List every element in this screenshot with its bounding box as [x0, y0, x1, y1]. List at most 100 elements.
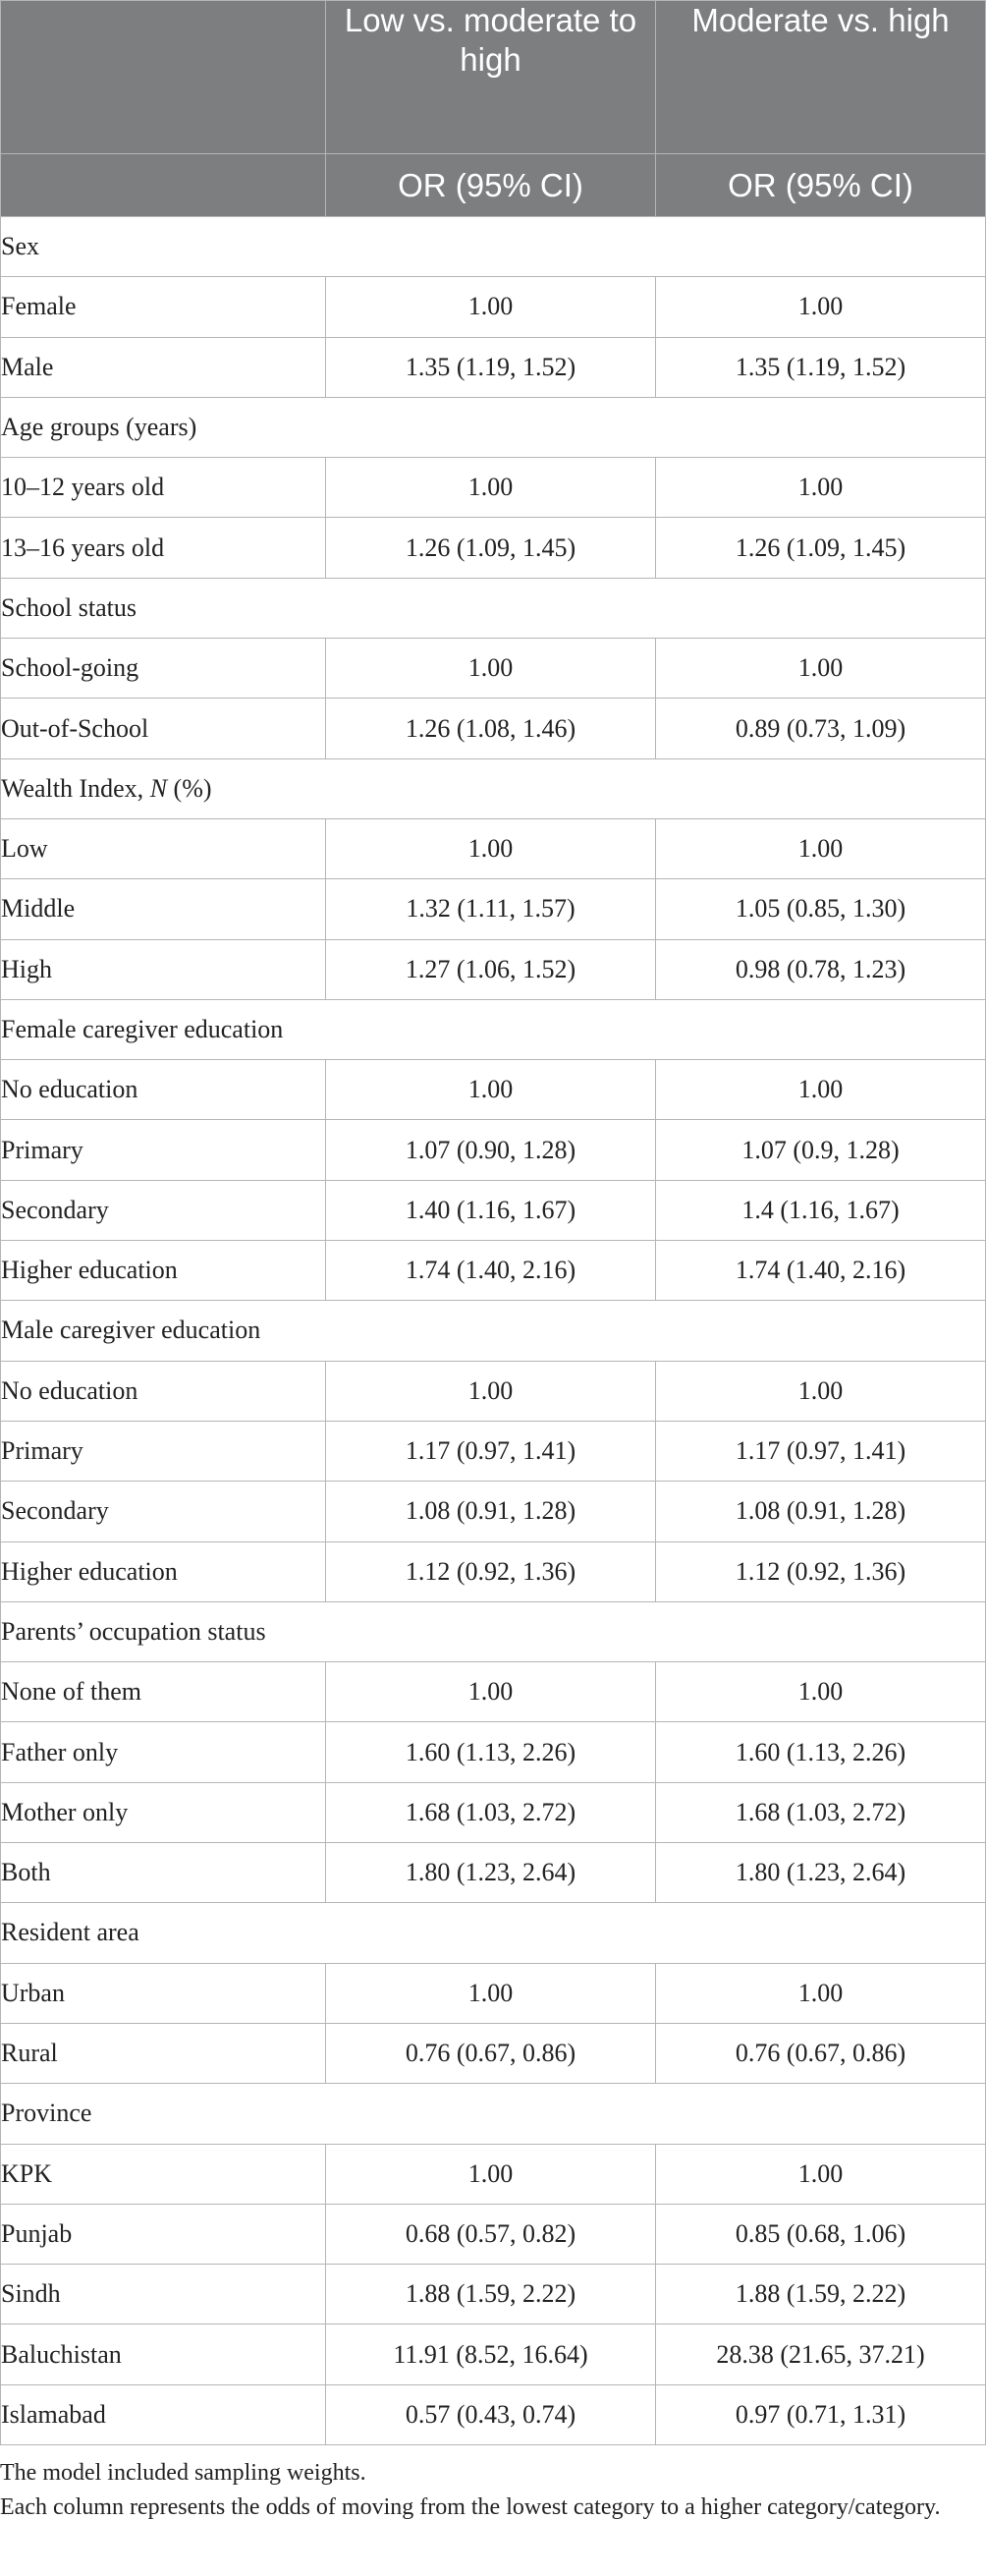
group-row: Province	[0, 2083, 986, 2145]
or-value-low-vs-moderate-to-high: 0.57 (0.43, 0.74)	[325, 2383, 656, 2445]
header-low-vs-moderate-to-high: Low vs. moderate to high	[325, 0, 656, 154]
or-value-moderate-vs-high: 1.17 (0.97, 1.41)	[655, 1420, 986, 1483]
or-value-low-vs-moderate-to-high: 1.12 (0.92, 1.36)	[325, 1540, 656, 1602]
table-row: Middle 1.32 (1.11, 1.57) 1.05 (0.85, 1.30)	[0, 878, 986, 940]
or-value-low-vs-moderate-to-high: 1.00	[325, 638, 656, 700]
row-label: 10–12 years old	[0, 457, 326, 519]
table-row: Mother only 1.68 (1.03, 2.72) 1.68 (1.03, …	[0, 1781, 986, 1844]
row-label: Sindh	[0, 2264, 326, 2325]
or-value-moderate-vs-high: 1.4 (1.16, 1.67)	[655, 1179, 986, 1242]
table-row: KPK 1.00 1.00	[0, 2143, 986, 2205]
or-value-low-vs-moderate-to-high: 1.35 (1.19, 1.52)	[325, 336, 656, 398]
or-value-moderate-vs-high: 28.38 (21.65, 37.21)	[655, 2324, 986, 2385]
or-value-moderate-vs-high: 0.85 (0.68, 1.06)	[655, 2203, 986, 2266]
or-value-moderate-vs-high: 1.68 (1.03, 2.72)	[655, 1781, 986, 1844]
or-value-low-vs-moderate-to-high: 1.80 (1.23, 2.64)	[325, 1842, 656, 1904]
or-value-low-vs-moderate-to-high: 1.00	[325, 1360, 656, 1422]
or-value-low-vs-moderate-to-high: 0.68 (0.57, 0.82)	[325, 2203, 656, 2266]
row-label: Secondary	[0, 1179, 326, 1242]
or-value-moderate-vs-high: 1.00	[655, 1360, 986, 1422]
group-label: Age groups (years)	[0, 396, 986, 459]
table-row: Punjab 0.68 (0.57, 0.82) 0.85 (0.68, 1.06)	[0, 2203, 986, 2266]
header-moderate-vs-high: Moderate vs. high	[655, 0, 986, 154]
or-value-moderate-vs-high: 1.00	[655, 638, 986, 700]
or-value-low-vs-moderate-to-high: 1.00	[325, 457, 656, 519]
table-row: No education 1.00 1.00	[0, 1360, 986, 1422]
subheader-or-ci-col3: OR (95% CI)	[655, 153, 986, 217]
table-row: Primary 1.07 (0.90, 1.28) 1.07 (0.9, 1.28)	[0, 1119, 986, 1181]
or-value-moderate-vs-high: 1.00	[655, 817, 986, 880]
footnote-sampling-weights: The model included sampling weights.	[0, 2460, 366, 2486]
row-label: Primary	[0, 1420, 326, 1483]
table-row: Both 1.80 (1.23, 2.64) 1.80 (1.23, 2.64)	[0, 1842, 986, 1904]
row-label: High	[0, 938, 326, 1000]
group-label: Wealth Index, N (%)	[0, 757, 986, 819]
group-label: Female caregiver education	[0, 998, 986, 1061]
group-row: Wealth Index, N (%)	[0, 757, 986, 819]
group-label: Resident area	[0, 1902, 986, 1964]
or-value-moderate-vs-high: 1.12 (0.92, 1.36)	[655, 1540, 986, 1602]
group-row: Male caregiver education	[0, 1300, 986, 1362]
row-label: Father only	[0, 1721, 326, 1783]
or-value-low-vs-moderate-to-high: 1.26 (1.09, 1.45)	[325, 517, 656, 579]
table-row: 10–12 years old 1.00 1.00	[0, 457, 986, 519]
row-label: No education	[0, 1360, 326, 1422]
group-row: School status	[0, 577, 986, 640]
row-label: Rural	[0, 2022, 326, 2085]
row-label: Urban	[0, 1962, 326, 2024]
row-label: Higher education	[0, 1540, 326, 1602]
table-row: School-going 1.00 1.00	[0, 638, 986, 700]
row-label: Primary	[0, 1119, 326, 1181]
table-row: Higher education 1.74 (1.40, 2.16) 1.74 (1…	[0, 1240, 986, 1302]
row-label: Baluchistan	[0, 2324, 326, 2385]
or-value-moderate-vs-high: 0.98 (0.78, 1.23)	[655, 938, 986, 1000]
group-row: Resident area	[0, 1902, 986, 1964]
row-label: Punjab	[0, 2203, 326, 2266]
or-value-low-vs-moderate-to-high: 1.08 (0.91, 1.28)	[325, 1481, 656, 1542]
row-label: Middle	[0, 878, 326, 940]
or-value-low-vs-moderate-to-high: 1.26 (1.08, 1.46)	[325, 698, 656, 759]
group-label: Parents’ occupation status	[0, 1600, 986, 1663]
or-value-low-vs-moderate-to-high: 1.32 (1.11, 1.57)	[325, 878, 656, 940]
or-value-moderate-vs-high: 1.08 (0.91, 1.28)	[655, 1481, 986, 1542]
or-value-low-vs-moderate-to-high: 1.00	[325, 817, 656, 880]
table-row: None of them 1.00 1.00	[0, 1661, 986, 1723]
row-label: No education	[0, 1059, 326, 1121]
table-row: 13–16 years old 1.26 (1.09, 1.45) 1.26 (1.…	[0, 517, 986, 579]
table-row: Baluchistan 11.91 (8.52, 16.64) 28.38 (21.…	[0, 2324, 986, 2385]
table-row: Sindh 1.88 (1.59, 2.22) 1.88 (1.59, 2.22)	[0, 2264, 986, 2325]
table-row: Low 1.00 1.00	[0, 817, 986, 880]
or-value-low-vs-moderate-to-high: 1.60 (1.13, 2.26)	[325, 1721, 656, 1783]
group-row: Female caregiver education	[0, 998, 986, 1061]
or-value-low-vs-moderate-to-high: 1.00	[325, 1059, 656, 1121]
table-row: Male 1.35 (1.19, 1.52) 1.35 (1.19, 1.52)	[0, 336, 986, 398]
subheader-or-ci-col2: OR (95% CI)	[325, 153, 656, 217]
group-label: Male caregiver education	[0, 1300, 986, 1362]
table-row: Secondary 1.40 (1.16, 1.67) 1.4 (1.16, 1.6…	[0, 1179, 986, 1242]
row-label: 13–16 years old	[0, 517, 326, 579]
table-body: Sex Female 1.00 1.00 Male 1.35 (1.19, 1.52) 1.…	[0, 215, 986, 2445]
or-value-low-vs-moderate-to-high: 1.00	[325, 1962, 656, 2024]
row-label: Islamabad	[0, 2383, 326, 2445]
footnote-column-explanation: Each column represents the odds of movin…	[0, 2494, 941, 2520]
table-row: Primary 1.17 (0.97, 1.41) 1.17 (0.97, 1.41…	[0, 1420, 986, 1483]
or-value-low-vs-moderate-to-high: 1.27 (1.06, 1.52)	[325, 938, 656, 1000]
or-value-low-vs-moderate-to-high: 1.07 (0.90, 1.28)	[325, 1119, 656, 1181]
table-row: Urban 1.00 1.00	[0, 1962, 986, 2024]
or-value-moderate-vs-high: 1.00	[655, 1661, 986, 1723]
row-label: Male	[0, 336, 326, 398]
or-value-moderate-vs-high: 1.88 (1.59, 2.22)	[655, 2264, 986, 2325]
group-label: Sex	[0, 215, 986, 278]
or-value-moderate-vs-high: 1.00	[655, 2143, 986, 2205]
table-row: Rural 0.76 (0.67, 0.86) 0.76 (0.67, 0.86)	[0, 2022, 986, 2085]
table-row: Higher education 1.12 (0.92, 1.36) 1.12 (0…	[0, 1540, 986, 1602]
or-value-moderate-vs-high: 0.89 (0.73, 1.09)	[655, 698, 986, 759]
or-value-moderate-vs-high: 1.80 (1.23, 2.64)	[655, 1842, 986, 1904]
table-row: High 1.27 (1.06, 1.52) 0.98 (0.78, 1.23)	[0, 938, 986, 1000]
or-value-moderate-vs-high: 1.00	[655, 1962, 986, 2024]
or-value-low-vs-moderate-to-high: 1.00	[325, 2143, 656, 2205]
group-row: Age groups (years)	[0, 396, 986, 459]
or-value-moderate-vs-high: 0.97 (0.71, 1.31)	[655, 2383, 986, 2445]
or-value-moderate-vs-high: 1.05 (0.85, 1.30)	[655, 878, 986, 940]
or-value-moderate-vs-high: 1.74 (1.40, 2.16)	[655, 1240, 986, 1302]
